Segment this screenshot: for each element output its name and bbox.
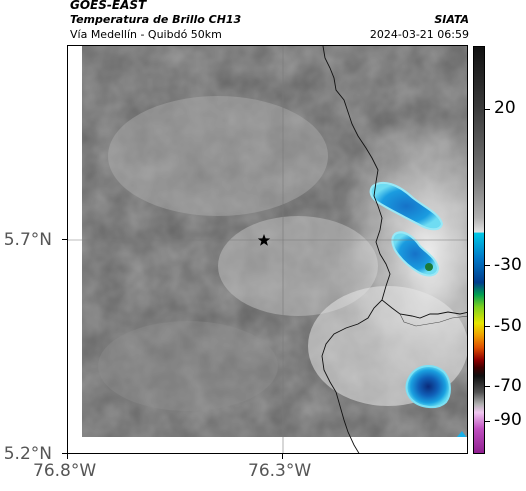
colorbar-label: -50 xyxy=(494,316,522,336)
x-tick-label: 76.8°W xyxy=(33,461,97,481)
y-tick-mark xyxy=(62,239,67,240)
cold-cloud-1 xyxy=(369,181,444,231)
colorbar-label: -90 xyxy=(494,410,522,430)
colorbar-tick xyxy=(485,265,490,266)
x-tick-label: 76.3°W xyxy=(248,461,312,481)
y-tick-label: 5.2°N xyxy=(3,444,52,464)
datetime-label: 2024-03-21 06:59 xyxy=(369,28,469,41)
colorbar-tick xyxy=(485,421,490,422)
satellite-title: GOES-EAST xyxy=(70,0,147,12)
y-tick-mark xyxy=(62,453,67,454)
colorbar-label: -70 xyxy=(494,376,522,396)
x-tick-mark xyxy=(282,454,283,459)
satellite-image xyxy=(68,46,467,453)
municipal-boundary xyxy=(321,299,383,453)
department-boundary xyxy=(322,46,467,319)
colorbar xyxy=(473,46,485,454)
colorbar-tick xyxy=(485,326,490,327)
colorbar-label: 20 xyxy=(494,98,516,118)
colorbar-tick xyxy=(485,386,490,387)
star-icon xyxy=(257,234,271,246)
product-title: Temperatura de Brillo CH13 xyxy=(70,13,242,26)
cold-cloud-3 xyxy=(405,365,451,408)
route-subtitle: Vía Medellín - Quibdó 50km xyxy=(70,28,222,41)
colorbar-tick xyxy=(485,109,490,110)
y-tick-label: 5.7°N xyxy=(3,230,52,250)
x-tick-mark xyxy=(67,454,68,459)
colorbar-label: -30 xyxy=(494,255,522,275)
agency-label: SIATA xyxy=(434,13,469,26)
map-panel[interactable] xyxy=(67,45,468,454)
